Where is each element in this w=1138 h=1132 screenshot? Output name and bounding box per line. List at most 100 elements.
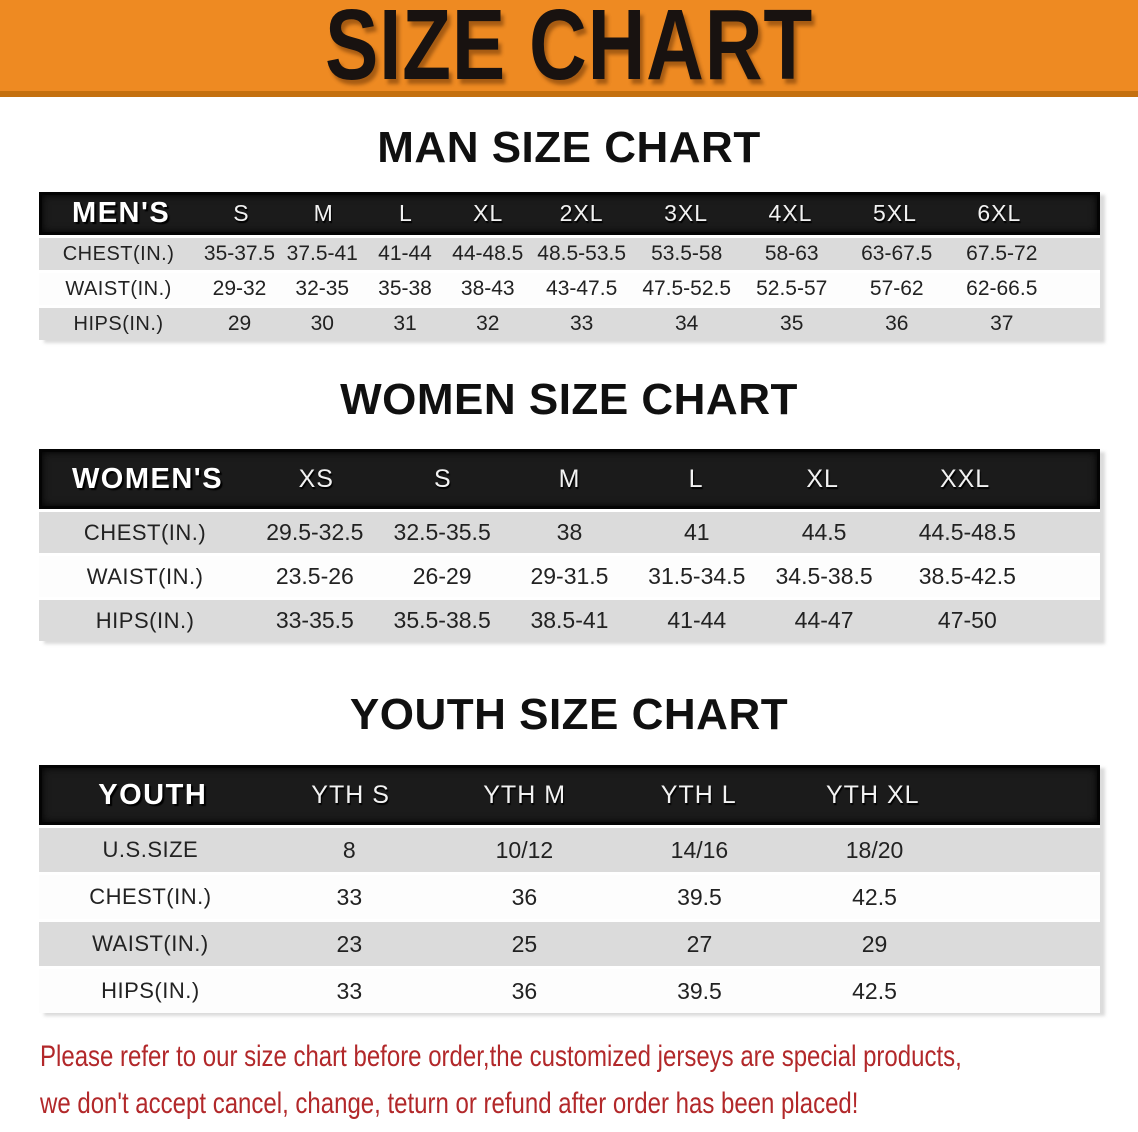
column-header: 4XL bbox=[768, 200, 813, 226]
table-cell: 23 bbox=[336, 930, 363, 957]
row-label: HIPS(IN.) bbox=[73, 312, 164, 335]
men-chart-heading: MAN SIZE CHART bbox=[377, 123, 761, 172]
table-row: WAIST(IN.) 23 25 27 29 bbox=[39, 922, 1100, 966]
table-row: WAIST(IN.) 29-32 32-35 35-38 38-43 43-47.5 47.… bbox=[39, 273, 1100, 305]
column-header: 2XL bbox=[559, 200, 604, 226]
table-cell: 57-62 bbox=[869, 277, 924, 300]
women-size-chart-section: WOMEN SIZE CHART WOMEN'S XS S M L XL XXL CHEST(… bbox=[0, 374, 1138, 641]
column-header: L bbox=[399, 200, 413, 226]
table-cell: 27 bbox=[686, 930, 713, 957]
table-cell: 63-67.5 bbox=[861, 242, 933, 265]
table-cell: 36 bbox=[511, 883, 538, 910]
table-cell: 47-50 bbox=[937, 607, 997, 633]
table-cell: 44-48.5 bbox=[452, 242, 524, 265]
table-cell: 33 bbox=[336, 883, 363, 910]
table-cell: 26-29 bbox=[412, 563, 472, 589]
column-header: M bbox=[313, 200, 334, 226]
column-header: XL bbox=[473, 200, 504, 226]
column-header: M bbox=[558, 464, 581, 493]
column-header: S bbox=[434, 464, 452, 493]
table-cell: 44.5 bbox=[801, 519, 847, 545]
disclaimer: Please refer to our size chart before or… bbox=[40, 1033, 1138, 1127]
row-label: WAIST(IN.) bbox=[86, 563, 204, 589]
table-cell: 37.5-41 bbox=[286, 242, 358, 265]
column-header: 5XL bbox=[872, 200, 917, 226]
table-cell: 35.5-38.5 bbox=[393, 607, 491, 633]
table-cell: 34 bbox=[675, 312, 699, 335]
table-cell: 32-35 bbox=[295, 277, 350, 300]
table-cell: 10/12 bbox=[495, 836, 554, 863]
table-cell: 42.5 bbox=[852, 977, 897, 1004]
table-cell: 44.5-48.5 bbox=[918, 519, 1016, 545]
table-cell: 32 bbox=[476, 312, 500, 335]
table-cell: 52.5-57 bbox=[756, 277, 828, 300]
table-header-row: MEN'S S M L XL 2XL 3XL 4XL 5XL 6XL bbox=[39, 192, 1100, 235]
table-row: CHEST(IN.) 29.5-32.5 32.5-35.5 38 41 44.5 44.5… bbox=[39, 512, 1100, 553]
table-cell: 36 bbox=[511, 977, 538, 1004]
table-row: WAIST(IN.) 23.5-26 26-29 29-31.5 31.5-34.5 34… bbox=[39, 556, 1100, 597]
column-header: YTH L bbox=[660, 780, 737, 809]
table-cell: 42.5 bbox=[852, 883, 897, 910]
table-cell: 33 bbox=[336, 977, 363, 1004]
table-cell: 8 bbox=[342, 836, 356, 863]
table-cell: 38.5-41 bbox=[530, 607, 609, 633]
men-size-chart-section: MAN SIZE CHART MEN'S S M L XL 2XL 3XL 4XL 5XL 6XL… bbox=[0, 122, 1138, 340]
table-header-label: YOUTH bbox=[98, 778, 208, 811]
row-label: U.S.SIZE bbox=[102, 837, 199, 862]
table-cell: 39.5 bbox=[677, 977, 722, 1004]
table-header-label: WOMEN'S bbox=[71, 462, 224, 495]
table-row: HIPS(IN.) 33 36 39.5 42.5 bbox=[39, 969, 1100, 1013]
youth-chart-heading: YOUTH SIZE CHART bbox=[349, 690, 789, 739]
table-cell: 38.5-42.5 bbox=[918, 563, 1016, 589]
table-row: HIPS(IN.) 33-35.5 35.5-38.5 38.5-41 41-44 44-… bbox=[39, 600, 1100, 641]
page-title: SIZE CHART bbox=[325, 0, 813, 101]
table-header-row: WOMEN'S XS S M L XL XXL bbox=[39, 449, 1100, 509]
table-cell: 33 bbox=[569, 312, 594, 335]
table-cell: 35-37.5 bbox=[203, 242, 276, 265]
disclaimer-line-2: we don't accept cancel, change, teturn o… bbox=[40, 1087, 859, 1120]
table-cell: 43-47.5 bbox=[546, 277, 618, 300]
table-cell: 31 bbox=[393, 312, 417, 335]
column-header: 3XL bbox=[664, 200, 708, 226]
table-cell: 36 bbox=[885, 312, 909, 335]
disclaimer-line-1: Please refer to our size chart before or… bbox=[40, 1040, 962, 1073]
table-cell: 34.5-38.5 bbox=[775, 563, 873, 589]
column-header: YTH M bbox=[483, 780, 567, 809]
table-cell: 41-44 bbox=[378, 242, 432, 265]
table-cell: 29.5-32.5 bbox=[266, 519, 364, 545]
table-cell: 14/16 bbox=[670, 836, 729, 863]
column-header: 6XL bbox=[977, 200, 1022, 226]
table-cell: 29 bbox=[227, 312, 252, 335]
column-header: S bbox=[233, 200, 250, 226]
row-label: CHEST(IN.) bbox=[89, 884, 212, 909]
table-cell: 31.5-34.5 bbox=[648, 563, 746, 589]
women-chart-heading: WOMEN SIZE CHART bbox=[340, 375, 798, 424]
table-cell: 41-44 bbox=[667, 607, 727, 633]
table-cell: 53.5-58 bbox=[651, 242, 723, 265]
table-cell: 18/20 bbox=[845, 836, 904, 863]
column-header: L bbox=[688, 464, 704, 493]
table-cell: 58-63 bbox=[764, 242, 819, 265]
table-cell: 35 bbox=[780, 312, 804, 335]
table-cell: 30 bbox=[310, 312, 334, 335]
table-cell: 37 bbox=[990, 312, 1014, 335]
row-label: CHEST(IN.) bbox=[62, 242, 175, 265]
table-cell: 38 bbox=[556, 519, 583, 545]
table-row: U.S.SIZE 8 10/12 14/16 18/20 bbox=[39, 828, 1100, 872]
table-cell: 25 bbox=[511, 930, 538, 957]
row-label: WAIST(IN.) bbox=[92, 931, 209, 956]
table-cell: 39.5 bbox=[677, 883, 722, 910]
table-cell: 33-35.5 bbox=[275, 607, 354, 633]
table-cell: 23.5-26 bbox=[275, 563, 354, 589]
table-row: CHEST(IN.) 33 36 39.5 42.5 bbox=[39, 875, 1100, 919]
table-cell: 29 bbox=[861, 930, 888, 957]
women-size-table: WOMEN'S XS S M L XL XXL CHEST(IN.) 29.5-32.5 32.5… bbox=[39, 449, 1100, 641]
table-cell: 29-32 bbox=[212, 277, 267, 300]
row-label: CHEST(IN.) bbox=[83, 519, 207, 545]
table-cell: 48.5-53.5 bbox=[537, 242, 627, 265]
table-cell: 41 bbox=[683, 519, 710, 545]
table-cell: 29-31.5 bbox=[530, 563, 609, 589]
table-cell: 32.5-35.5 bbox=[393, 519, 491, 545]
table-row: CHEST(IN.) 35-37.5 37.5-41 41-44 44-48.5 48.5… bbox=[39, 238, 1100, 270]
